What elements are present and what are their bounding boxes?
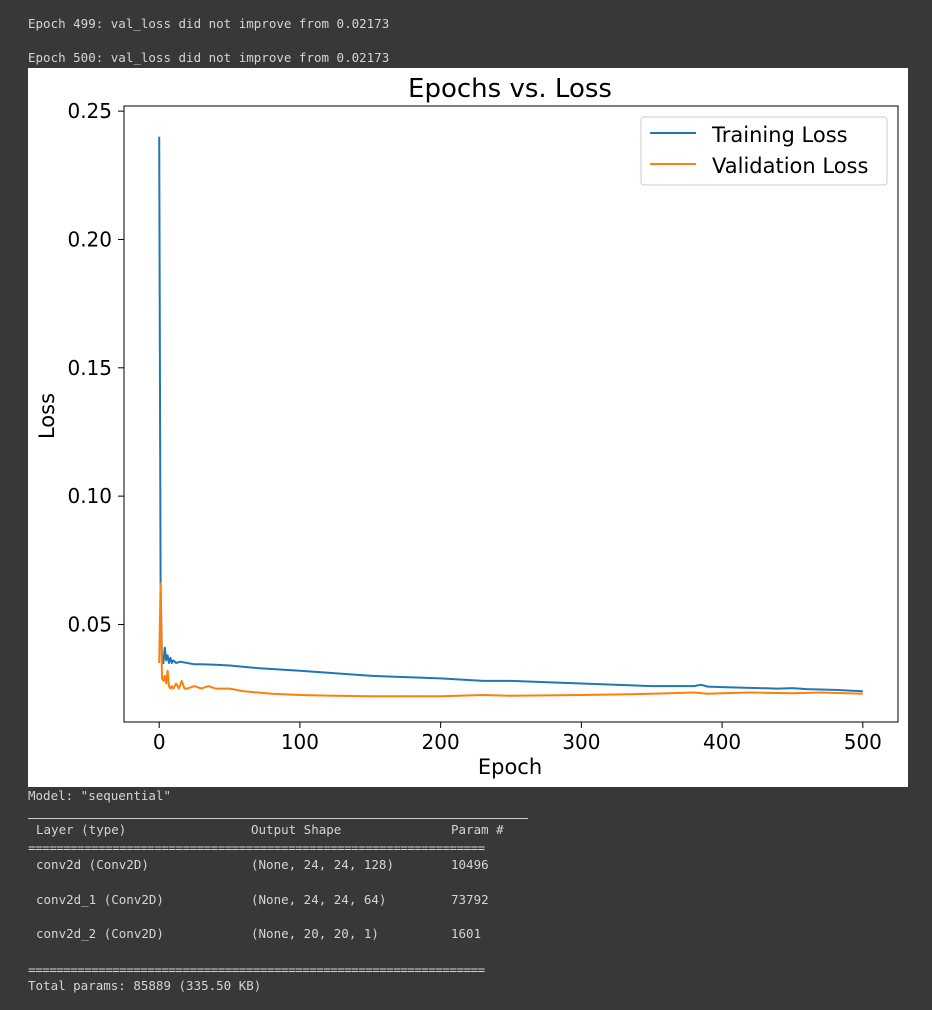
console-log-line: Epoch 500: val_loss did not improve from… [28,50,390,65]
model-summary-title: Model: "sequential" [28,788,171,803]
table-row-shape: (None, 20, 20, 1) [251,926,379,941]
chart-title: Epochs vs. Loss [408,74,612,104]
y-tick-label: 0.25 [67,99,112,123]
plot-frame [123,105,899,723]
table-row-layer: conv2d_2 (Conv2D) [36,926,164,941]
x-tick-label: 500 [844,730,882,754]
legend-label-training: Training Loss [711,123,848,147]
header-layer-type: Layer (type) [36,822,127,837]
x-axis-label: Epoch [478,755,542,779]
table-row-layer: conv2d_1 (Conv2D) [36,892,164,907]
validation-loss-line [158,582,863,698]
header-output-shape: Output Shape [251,822,342,837]
table-row-params: 1601 [451,926,482,941]
chart-legend: Training Loss Validation Loss [640,116,888,186]
summary-header-rule: ========================================… [28,844,485,852]
x-tick-label: 200 [422,730,460,754]
training-loss-line [158,136,863,693]
summary-footer-rule: ========================================… [28,966,485,974]
y-tick-label: 0.05 [67,612,112,636]
x-tick-label: 100 [281,730,319,754]
loss-chart-svg: Epochs vs. Loss 0 100 200 300 400 500 0.05 0.10… [35,74,899,779]
table-row-params: 73792 [451,892,489,907]
y-tick-label: 0.10 [67,484,112,508]
axis-ticks: 0 100 200 300 400 500 0.05 0.10 0.15 0.20 0.25 [67,99,881,754]
table-row-shape: (None, 24, 24, 64) [251,892,387,907]
legend-label-validation: Validation Loss [712,154,868,178]
table-row-layer: conv2d (Conv2D) [36,857,149,872]
y-axis-label: Loss [35,393,59,439]
x-tick-label: 400 [703,730,741,754]
table-row-shape: (None, 24, 24, 128) [251,857,394,872]
loss-chart: Epochs vs. Loss 0 100 200 300 400 500 0.05 0.10… [28,68,908,787]
table-row-params: 10496 [451,857,489,872]
y-tick-label: 0.15 [67,356,112,380]
header-param-count: Param # [451,822,504,837]
y-tick-label: 0.20 [67,227,112,251]
legend-box [640,116,888,186]
x-tick-label: 300 [562,730,600,754]
summary-top-rule [28,818,528,819]
console-log-line: Epoch 499: val_loss did not improve from… [28,16,390,31]
total-params: Total params: 85889 (335.50 KB) [28,978,262,993]
x-tick-label: 0 [153,730,166,754]
plot-lines [158,136,863,698]
